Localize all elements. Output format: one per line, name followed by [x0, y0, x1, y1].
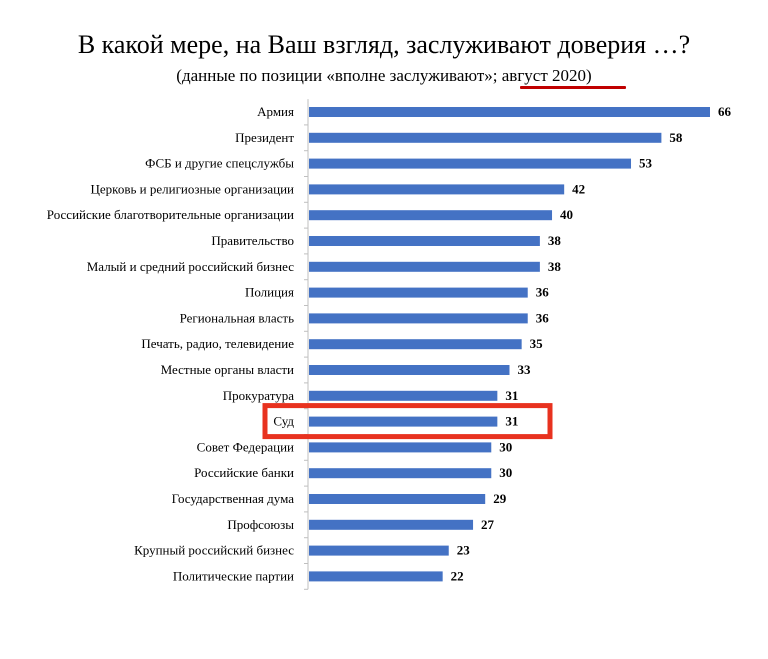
bar	[309, 287, 528, 298]
data-label: 29	[493, 491, 507, 506]
bar	[309, 158, 632, 169]
data-label: 30	[499, 439, 512, 454]
data-label: 38	[548, 233, 562, 248]
data-label: 22	[451, 568, 464, 583]
category-label: Российские банки	[194, 465, 294, 480]
category-label: Совет Федерации	[197, 439, 294, 454]
subtitle-suffix: )	[586, 66, 592, 85]
data-label: 35	[530, 336, 544, 351]
bar	[309, 390, 498, 401]
category-label: Политические партии	[173, 568, 294, 583]
bar	[309, 236, 540, 246]
data-label: 53	[639, 156, 653, 171]
bar	[309, 468, 492, 479]
category-label: Суд	[273, 414, 294, 429]
highlight-box	[262, 403, 553, 440]
bar	[309, 365, 510, 375]
bar	[309, 519, 474, 530]
bar	[309, 184, 565, 195]
category-label: Региональная власть	[180, 310, 295, 325]
category-label: Президент	[235, 130, 294, 145]
data-label: 40	[560, 207, 573, 222]
category-label: Армия	[257, 104, 294, 119]
category-label: Полиция	[245, 285, 294, 300]
bar	[309, 132, 662, 143]
bar	[309, 210, 553, 221]
data-label: 42	[572, 181, 585, 196]
category-label: Российские благотворительные организации	[47, 207, 294, 222]
category-label: ФСБ и другие спецслужбы	[145, 156, 294, 171]
data-label: 33	[518, 362, 532, 377]
category-label: Церковь и религиозные организации	[91, 181, 295, 196]
subtitle-date: август 2020	[501, 66, 587, 85]
category-label: Печать, радио, телевидение	[141, 336, 294, 351]
category-label: Правительство	[211, 233, 294, 248]
category-label: Профсоюзы	[227, 517, 294, 532]
data-label: 36	[536, 285, 550, 300]
bar	[309, 494, 486, 504]
category-label: Малый и средний российский бизнес	[87, 259, 294, 274]
bar	[309, 339, 522, 350]
data-label: 36	[536, 310, 550, 325]
data-label: 38	[548, 259, 562, 274]
bar	[309, 107, 710, 117]
category-label: Государственная дума	[172, 491, 295, 506]
chart-title: В какой мере, на Ваш взгляд, заслуживают…	[77, 30, 691, 59]
data-label: 30	[499, 465, 512, 480]
bar	[309, 545, 449, 556]
subtitle-prefix: (данные по позиции «вполне заслуживают»;	[176, 66, 502, 85]
category-label: Местные органы власти	[161, 362, 294, 377]
bar	[309, 313, 528, 324]
bar	[309, 261, 540, 272]
bar	[309, 416, 498, 427]
chart-subtitle: (данные по позиции «вполне заслуживают»;…	[0, 66, 768, 86]
bar	[309, 571, 443, 582]
data-label: 31	[505, 414, 518, 429]
data-label: 31	[505, 388, 518, 403]
category-label: Крупный российский бизнес	[134, 543, 294, 558]
data-label: 66	[718, 104, 732, 119]
date-underline	[520, 86, 626, 89]
data-label: 58	[669, 130, 683, 145]
data-label: 23	[457, 543, 471, 558]
category-label: Прокуратура	[223, 388, 294, 403]
bar	[309, 442, 492, 453]
data-label: 27	[481, 517, 495, 532]
